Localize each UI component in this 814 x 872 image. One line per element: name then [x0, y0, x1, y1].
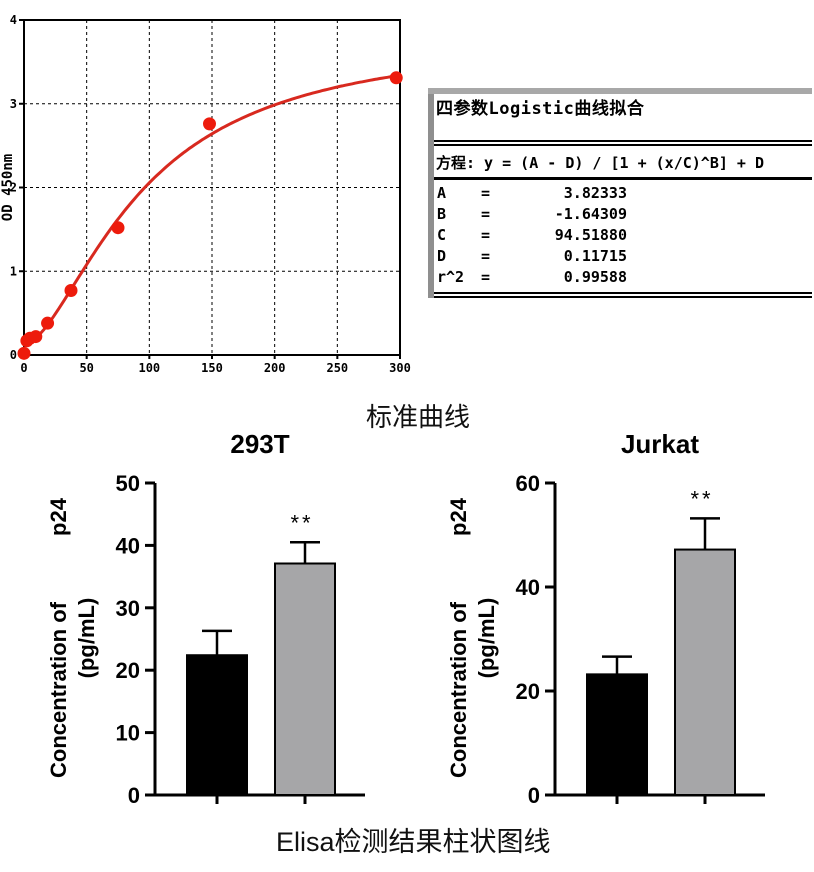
svg-text:100: 100: [138, 361, 160, 375]
svg-text:300: 300: [389, 361, 411, 375]
svg-text:20: 20: [116, 658, 140, 683]
param-name: B: [437, 205, 447, 223]
svg-text:250: 250: [326, 361, 348, 375]
fit-param-row-c: C = 94.51880: [434, 225, 812, 246]
data-point: [41, 316, 55, 330]
bar-chart-Jurkat: Jurkat 0 20 40 60 ** Concentration of p24 (pg/mL…: [446, 429, 765, 808]
fit-params-panel: 四参数Logistic曲线拟合 方程: y = (A - D) / [1 + (…: [428, 88, 812, 298]
param-value: -1.64309: [554, 205, 627, 223]
param-name: C: [437, 226, 447, 244]
bar: [586, 673, 648, 796]
equals-sign: =: [481, 247, 491, 265]
svg-text:0: 0: [10, 348, 17, 362]
chart-title: Jurkat: [621, 429, 699, 459]
data-points: [17, 71, 403, 360]
fitted-curve: [23, 73, 401, 347]
svg-text:150: 150: [201, 361, 223, 375]
significance-marker: **: [290, 510, 313, 535]
svg-text:200: 200: [264, 361, 286, 375]
bar: [186, 654, 248, 796]
fit-box-title: 四参数Logistic曲线拟合: [436, 99, 645, 119]
svg-text:Concentration of: Concentration of: [446, 601, 471, 778]
svg-text:40: 40: [116, 533, 140, 558]
fit-param-row-b: B = -1.64309: [434, 204, 812, 225]
equals-sign: =: [481, 268, 491, 286]
equals-sign: =: [481, 226, 491, 244]
bar: [674, 548, 736, 796]
svg-text:10: 10: [116, 721, 140, 746]
bar-group: **: [674, 486, 736, 804]
equals-sign: =: [481, 184, 491, 202]
standard-curve-plot: 0 50 100 150 200 250 300 0 1 2 3 4 OD 450nm: [0, 13, 411, 375]
svg-text:3: 3: [10, 97, 17, 111]
svg-text:40: 40: [516, 575, 540, 600]
significance-marker: **: [690, 486, 713, 511]
bar-chart-293T: 293T 0 10 20 30 40 50 ** Concentration of p24 (pg/…: [46, 429, 365, 808]
svg-text:p24: p24: [446, 497, 471, 536]
panel-top-border: [428, 88, 812, 94]
bar-group: **: [274, 510, 336, 804]
double-rule: [434, 140, 812, 146]
chart-title: 293T: [230, 429, 289, 459]
data-point: [111, 221, 125, 235]
svg-text:30: 30: [116, 596, 140, 621]
bar-group: [186, 629, 248, 804]
svg-text:(pg/mL): (pg/mL): [74, 598, 99, 679]
y-axis-label: OD 450nm: [0, 154, 16, 221]
y-axis-label: Concentration of p24 (pg/mL): [46, 497, 99, 778]
svg-text:0: 0: [528, 783, 540, 808]
param-name: A: [437, 184, 447, 202]
data-point: [64, 284, 78, 298]
param-value: 94.51880: [554, 226, 627, 244]
param-value: 0.99588: [563, 268, 627, 286]
y-axis-label: Concentration of p24 (pg/mL): [446, 497, 499, 778]
param-value: 3.82333: [563, 184, 627, 202]
elisa-results-caption: Elisa检测结果柱状图线: [276, 827, 551, 857]
data-point: [202, 117, 216, 131]
fit-param-list: A = 3.82333 B = -1.64309 C = 94.51880 D …: [434, 180, 812, 292]
fit-param-row-r2: r^2 = 0.99588: [434, 267, 812, 288]
y-axis-ticks: 0 10 20 30 40 50: [116, 471, 155, 808]
svg-text:0: 0: [128, 783, 140, 808]
standard-curve-caption: 标准曲线: [366, 402, 471, 432]
grid: [24, 20, 400, 355]
y-axis-ticks: 0 20 40 60: [516, 471, 555, 808]
fit-equation: 方程: y = (A - D) / [1 + (x/C)^B] + D: [434, 146, 812, 180]
svg-text:p24: p24: [46, 497, 71, 536]
bar-group: [586, 655, 648, 804]
svg-text:0: 0: [20, 361, 27, 375]
svg-text:1: 1: [10, 264, 17, 278]
double-rule: [434, 292, 812, 298]
equals-sign: =: [481, 205, 491, 223]
svg-text:50: 50: [79, 361, 93, 375]
svg-text:2: 2: [10, 181, 17, 195]
param-name: r^2: [437, 268, 465, 286]
x-axis-ticks: 0 50 100 150 200 250 300: [20, 355, 411, 375]
svg-text:60: 60: [516, 471, 540, 496]
param-value: 0.11715: [563, 247, 627, 265]
data-point: [29, 330, 43, 344]
data-point: [389, 71, 403, 85]
svg-text:20: 20: [516, 679, 540, 704]
svg-text:(pg/mL): (pg/mL): [474, 598, 499, 679]
svg-text:Concentration of: Concentration of: [46, 601, 71, 778]
svg-text:4: 4: [10, 13, 17, 27]
data-point: [17, 346, 31, 360]
fit-param-row-a: A = 3.82333: [434, 183, 812, 204]
fit-param-row-d: D = 0.11715: [434, 246, 812, 267]
svg-text:50: 50: [116, 471, 140, 496]
bar: [274, 562, 336, 796]
param-name: D: [437, 247, 447, 265]
